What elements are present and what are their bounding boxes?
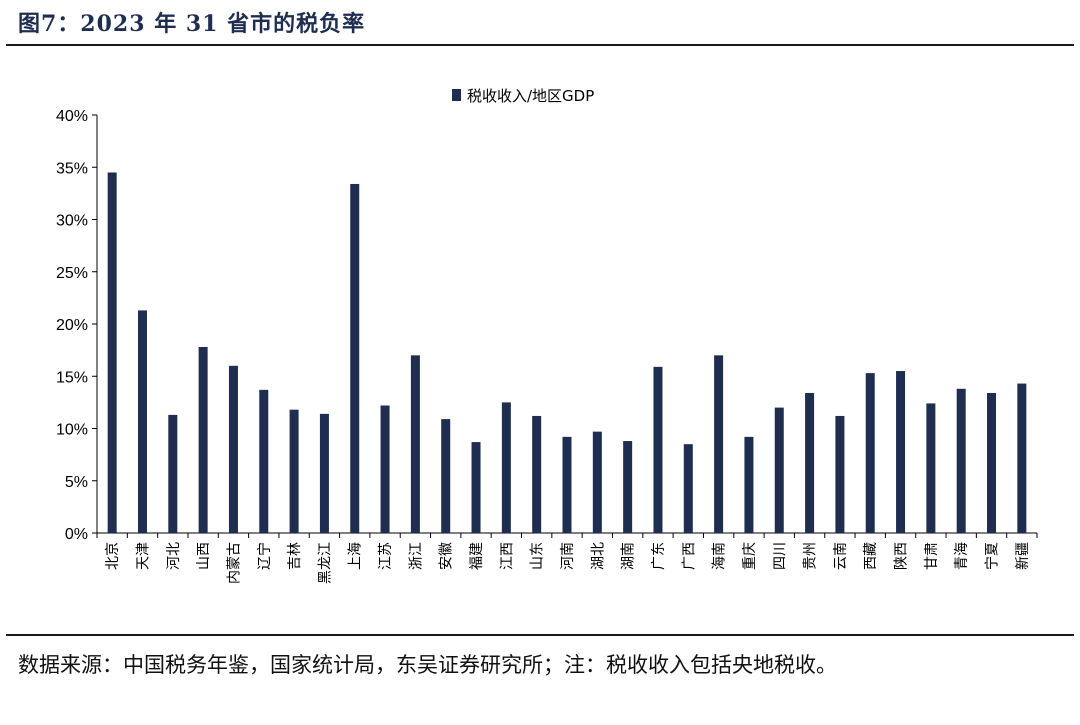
category-label: 甘肃 [924, 542, 940, 570]
category-label: 北京 [105, 542, 121, 570]
bar [441, 419, 451, 533]
bar [501, 402, 511, 533]
legend-swatch [452, 89, 461, 101]
bar [1017, 383, 1027, 533]
category-label: 广西 [681, 542, 697, 570]
bar [774, 407, 784, 533]
category-label: 天津 [135, 542, 151, 570]
bar [380, 405, 390, 533]
bar [319, 413, 329, 533]
legend-label: 税收收入/地区GDP [467, 87, 594, 105]
title-divider [6, 44, 1074, 46]
category-label: 福建 [469, 542, 485, 570]
y-tick-label: 40% [56, 108, 88, 125]
footer-divider [6, 634, 1074, 636]
category-label: 重庆 [742, 542, 758, 570]
category-label: 山西 [196, 542, 212, 570]
bar [805, 392, 815, 533]
bars [107, 172, 1027, 533]
bar [410, 355, 420, 533]
y-tick-label: 30% [56, 213, 88, 230]
category-label: 江西 [499, 542, 515, 570]
bar [896, 371, 906, 533]
category-label: 陕西 [894, 542, 910, 570]
category-label: 河北 [166, 542, 182, 570]
bar [228, 365, 238, 533]
category-label: 云南 [833, 542, 849, 570]
category-label: 四川 [772, 542, 788, 570]
category-label: 新疆 [1015, 542, 1031, 570]
bar [865, 373, 875, 533]
category-label: 湖南 [621, 542, 637, 570]
bar [623, 441, 633, 533]
source-note: 数据来源：中国税务年鉴，国家统计局，东吴证券研究所；注：税收收入包括央地税收。 [18, 653, 837, 677]
bar [744, 436, 754, 533]
y-tick-label: 15% [56, 369, 88, 386]
bar [683, 444, 693, 533]
category-label: 内蒙古 [226, 542, 242, 584]
y-tick-label: 25% [56, 265, 88, 282]
bar [562, 436, 572, 533]
legend: 税收收入/地区GDP [452, 87, 594, 105]
bar [653, 366, 663, 533]
y-tick-label: 0% [65, 526, 88, 543]
category-label: 青海 [954, 542, 970, 570]
bar [350, 183, 360, 533]
bar [532, 415, 542, 533]
bar [926, 403, 936, 533]
bar [259, 389, 269, 533]
category-label: 吉林 [287, 542, 303, 570]
bar [714, 355, 724, 533]
category-label: 湖北 [590, 542, 606, 570]
bar [956, 388, 966, 533]
y-tick-label: 10% [56, 422, 88, 439]
figure-title: 图7：2023 年 31 省市的税负率 [18, 11, 366, 37]
category-label: 贵州 [803, 542, 819, 570]
bar [592, 431, 602, 533]
y-tick-label: 20% [56, 317, 88, 334]
bar [137, 310, 147, 533]
category-label: 安徽 [439, 542, 455, 570]
y-tick-label: 35% [56, 160, 88, 177]
category-label: 上海 [348, 542, 364, 570]
category-label: 西藏 [863, 542, 879, 570]
y-tick-label: 5% [65, 474, 88, 491]
category-label: 江苏 [378, 542, 394, 570]
category-labels: 北京 天津 河北 山西 内蒙古 辽宁 吉林 黑龙江 上海 江苏 浙江 安徽 福建 江西 山东 河南 湖北 湖南 广东… [105, 542, 1031, 584]
bar [198, 346, 208, 533]
bar [471, 442, 481, 533]
bar [289, 409, 299, 533]
category-label: 宁夏 [984, 542, 1001, 570]
category-label: 海南 [712, 542, 728, 570]
category-label: 广东 [651, 542, 667, 570]
category-label: 山东 [530, 542, 546, 570]
category-label: 浙江 [408, 542, 424, 570]
category-label: 辽宁 [256, 542, 273, 570]
bar [987, 392, 997, 533]
x-axis [96, 532, 1038, 538]
bar [107, 172, 117, 533]
y-axis: 0% 5% 10% 15% 20% 25% 30% 35% 40% [56, 108, 98, 543]
bar [168, 414, 178, 533]
bar-chart: 税收收入/地区GDP 0% 5% 10% 15% 20% 25% 30% 35% 40% 北京天… [56, 87, 1038, 584]
bar [835, 415, 845, 533]
category-label: 黑龙江 [317, 542, 333, 584]
category-label: 河南 [560, 542, 576, 570]
